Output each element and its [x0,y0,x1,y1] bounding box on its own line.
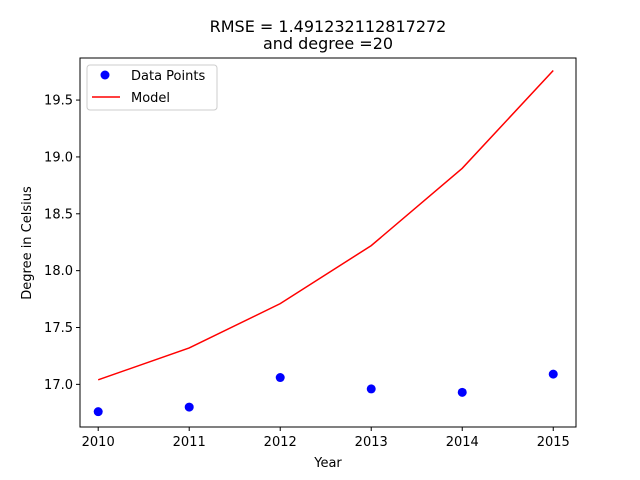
chart-title-line-1: RMSE = 1.491232112817272 [210,17,447,36]
x-axis-ticks: 2010 2011 2012 2013 2014 2015 [82,427,570,450]
data-point [275,373,285,383]
legend: Data Points Model [86,64,218,111]
x-tick-label: 2013 [355,435,388,450]
x-tick-label: 2014 [446,435,479,450]
x-tick-label: 2012 [264,435,297,450]
legend-box [86,64,218,111]
plot-frame [79,57,577,428]
y-tick-label: 17.5 [44,321,73,336]
plot-marks [93,69,558,417]
y-tick-label: 19.5 [44,94,73,109]
data-point [548,369,558,379]
data-point [184,402,194,412]
chart-title-line-2: and degree =20 [263,34,393,53]
y-tick-label: 19.0 [44,150,73,165]
data-point [366,384,376,394]
series-line-model [97,69,554,381]
x-tick-label: 2011 [173,435,206,450]
y-axis-label: Degree in Celsius [20,186,35,300]
legend-marker-data-points [100,70,110,80]
x-tick-label: 2010 [82,435,115,450]
data-point [93,407,103,417]
legend-label-model: Model [131,91,170,106]
y-axis-ticks: 17.0 17.5 18.0 18.5 19.0 19.5 [44,94,80,393]
data-point [457,387,467,397]
y-tick-label: 18.0 [44,264,73,279]
y-tick-label: 18.5 [44,207,73,222]
x-axis-label: Year [313,456,342,471]
y-tick-label: 17.0 [44,378,73,393]
x-tick-label: 2015 [537,435,570,450]
legend-label-data-points: Data Points [131,69,205,84]
